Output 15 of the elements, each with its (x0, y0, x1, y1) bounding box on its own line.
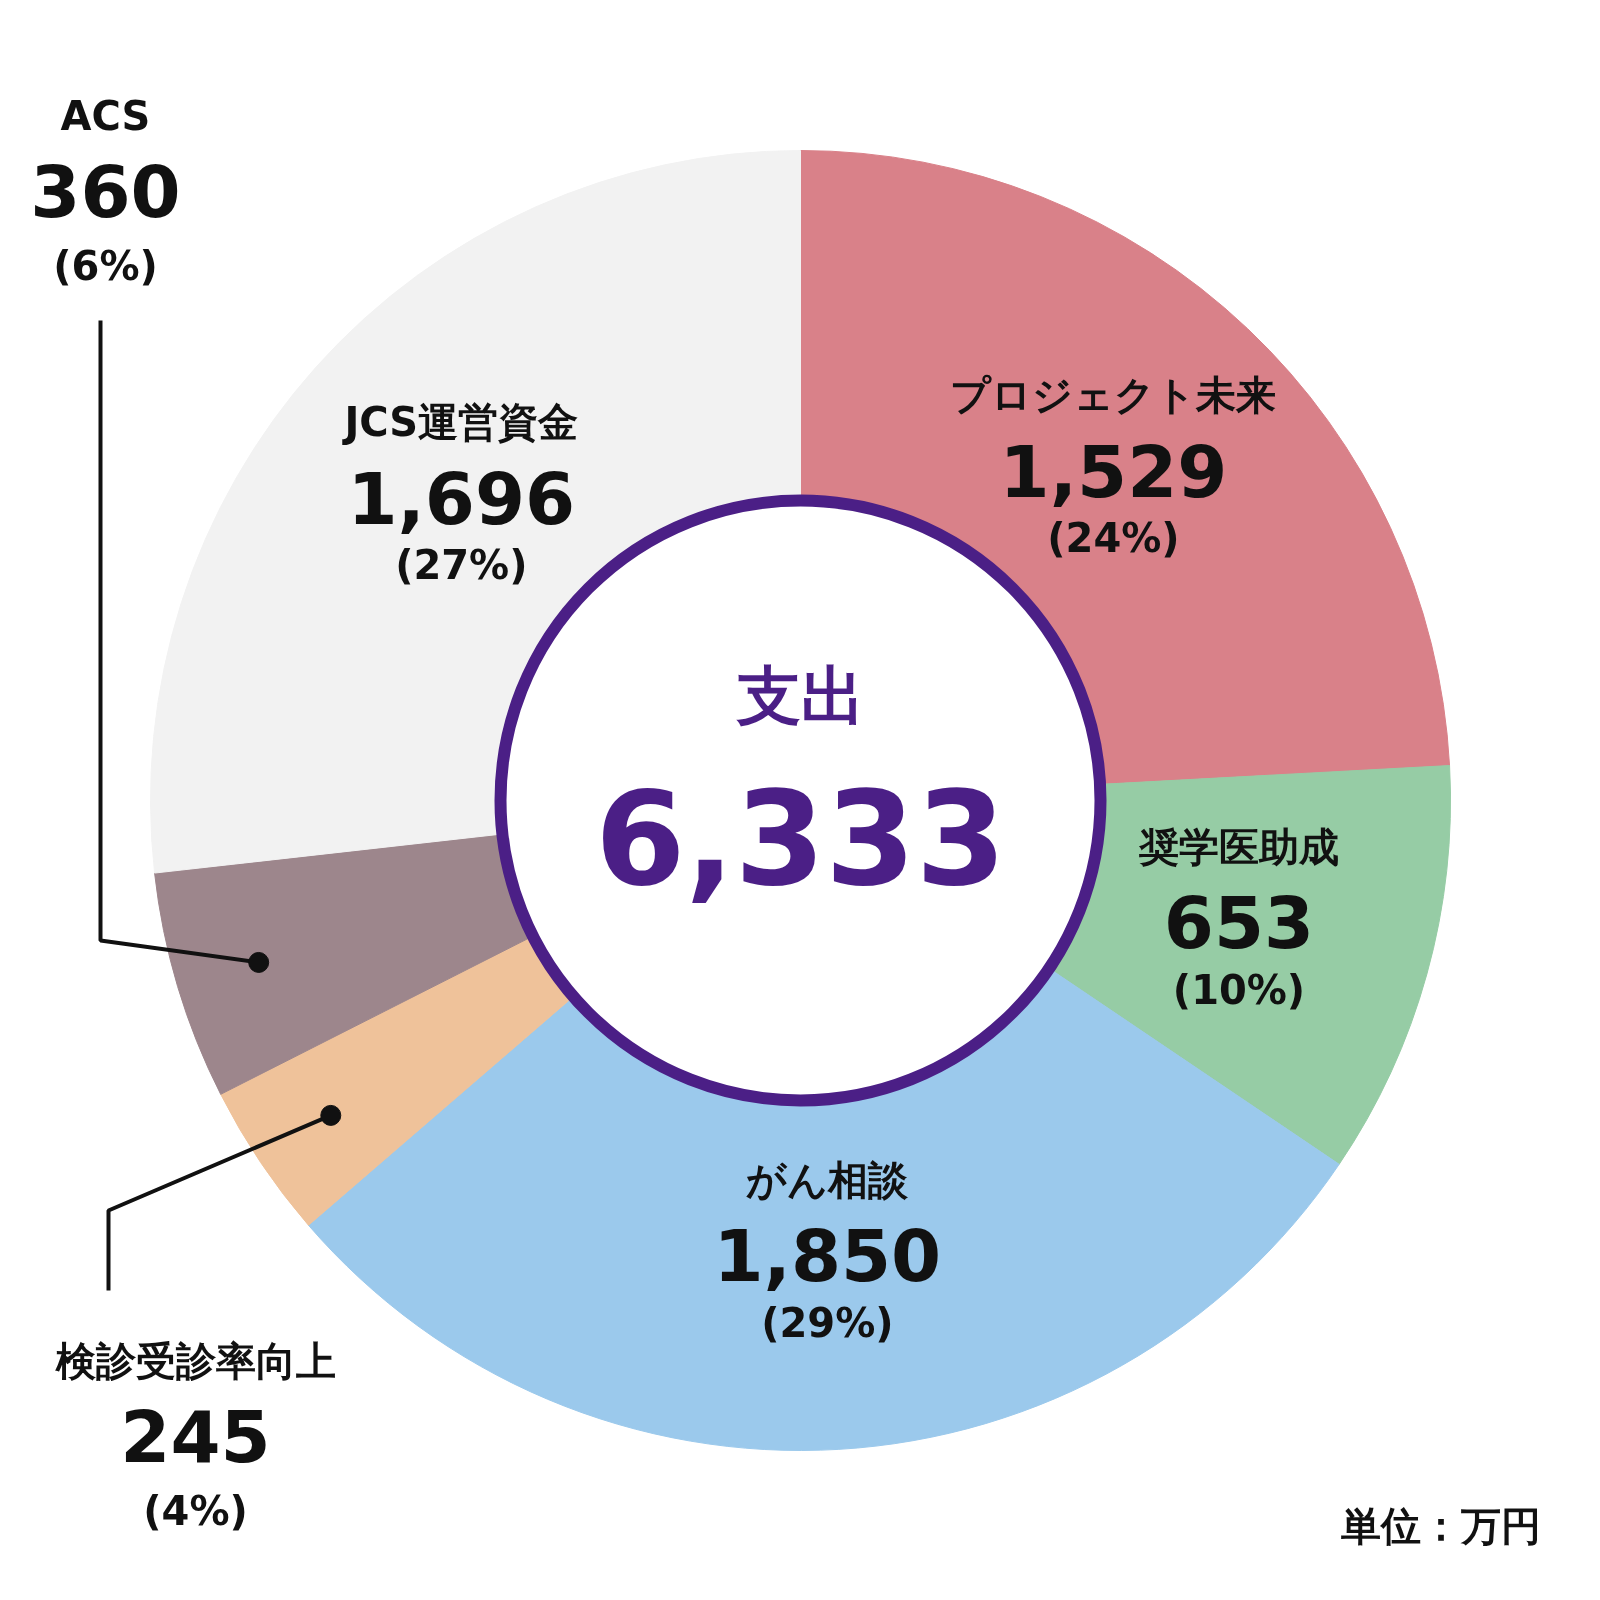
data-label: 1,850 (29%) (713, 1214, 942, 1346)
slice-label: プロジェクト未来 (950, 372, 1277, 419)
text: 6,333 (594, 762, 1007, 915)
data-label: 1,696 (27%) (347, 456, 576, 589)
slice-label: がん相談 (746, 1156, 910, 1203)
slice-label: JCS運営資金 (341, 399, 579, 446)
text: 単位：万円 (1340, 1502, 1541, 1549)
data-label: 653 (10%) (1163, 881, 1315, 1013)
data-label: 360 (6%) (30, 150, 181, 289)
slice-label: 検診受診率向上 (54, 1337, 336, 1384)
slice-label: ACS (60, 92, 151, 139)
text: 支出 (735, 658, 865, 733)
slice-label: 奨学医助成 (1138, 823, 1339, 870)
data-label: 1,529 (24%) (999, 429, 1228, 562)
data-label: 245 (4%) (120, 1395, 271, 1534)
